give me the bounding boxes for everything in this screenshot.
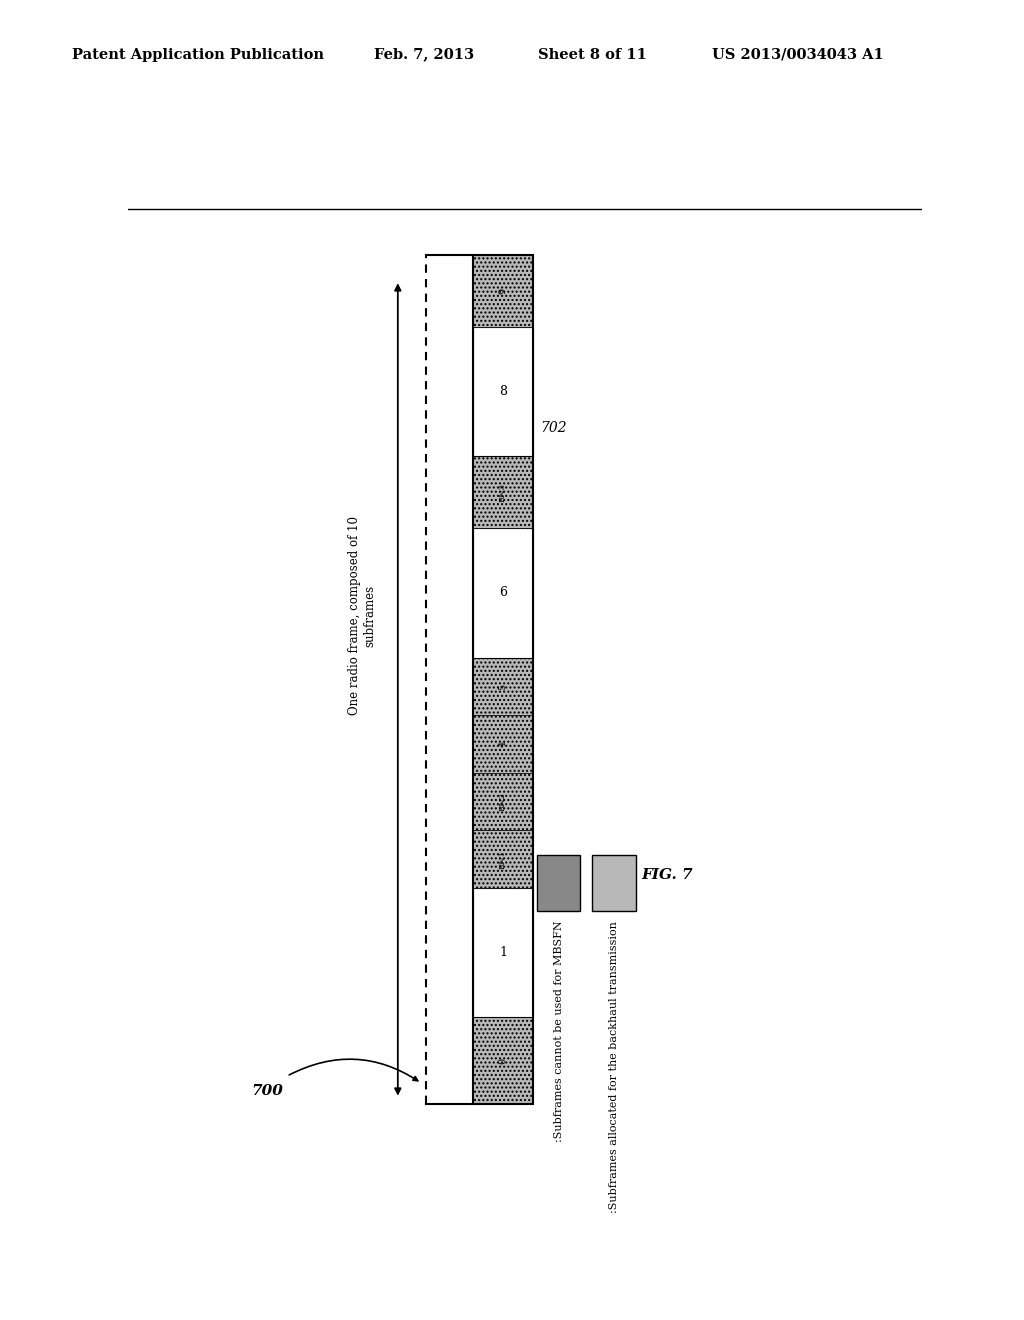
Text: 702: 702 <box>541 421 567 434</box>
Text: RN2: RN2 <box>499 792 507 810</box>
Text: 4: 4 <box>499 741 508 747</box>
Bar <box>473 830 532 888</box>
FancyArrowPatch shape <box>289 1059 418 1081</box>
Text: :Subframes allocated for the backhaul transmission: :Subframes allocated for the backhaul tr… <box>609 921 620 1213</box>
Bar <box>473 528 532 657</box>
Text: Patent Application Publication: Patent Application Publication <box>72 48 324 62</box>
Text: 0: 0 <box>499 1057 508 1064</box>
Bar <box>473 1018 532 1104</box>
Text: RN3: RN3 <box>499 483 507 502</box>
Text: One radio frame, composed of 10
subframes: One radio frame, composed of 10 subframe… <box>348 516 376 715</box>
Bar <box>473 255 532 327</box>
Text: RN1: RN1 <box>499 850 507 869</box>
Bar <box>473 715 532 772</box>
Text: :Subframes cannot be used for MBSFN: :Subframes cannot be used for MBSFN <box>554 921 563 1142</box>
Text: 1: 1 <box>499 946 507 960</box>
Text: FIG. 7: FIG. 7 <box>642 869 693 882</box>
Bar <box>473 772 532 830</box>
Bar <box>473 327 532 457</box>
Text: 5: 5 <box>499 684 508 689</box>
Text: Sheet 8 of 11: Sheet 8 of 11 <box>538 48 646 62</box>
Text: 6: 6 <box>499 586 507 599</box>
Text: US 2013/0034043 A1: US 2013/0034043 A1 <box>712 48 884 62</box>
Text: 8: 8 <box>499 385 507 399</box>
Text: 9: 9 <box>499 288 508 294</box>
Text: Feb. 7, 2013: Feb. 7, 2013 <box>374 48 474 62</box>
Bar <box>473 888 532 1018</box>
Text: 700: 700 <box>251 1085 283 1098</box>
Bar <box>537 854 581 911</box>
Bar <box>473 255 532 1104</box>
Bar <box>473 457 532 528</box>
Bar <box>592 854 636 911</box>
Bar <box>473 657 532 715</box>
